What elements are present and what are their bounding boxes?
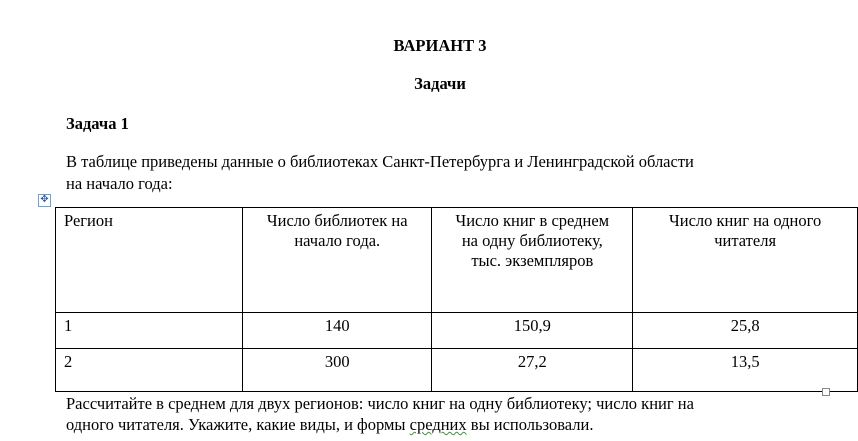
- table-row: 2 300 27,2 13,5: [54, 348, 858, 392]
- table-cell: 140: [242, 312, 433, 349]
- table-cell: 150,9: [431, 312, 634, 349]
- header-cell: Регион: [54, 207, 244, 313]
- spellcheck-word: средних: [409, 415, 467, 434]
- table-cell: 25,8: [632, 312, 858, 349]
- table-resize-handle[interactable]: [822, 388, 830, 396]
- question-text-part: вы использовали.: [466, 415, 594, 434]
- header-cell: Число библиотек на начало года.: [242, 207, 433, 313]
- table-cell: 300: [242, 348, 433, 392]
- document-heading: ВАРИАНТ 3: [393, 36, 487, 55]
- table-cell: 1: [54, 312, 244, 349]
- table-row: 1 140 150,9 25,8: [54, 312, 858, 349]
- table-cell: 27,2: [431, 348, 634, 392]
- libraries-table: Регион Число библиотек на начало года. Ч…: [54, 207, 858, 392]
- question-text-line2: одного читателя. Укажите, какие виды, и …: [66, 415, 593, 435]
- header-cell: Число книг на одного читателя: [632, 207, 858, 313]
- table-move-handle-icon[interactable]: ✥: [38, 194, 51, 207]
- table-cell: 2: [54, 348, 244, 392]
- task-title: Задача 1: [66, 114, 129, 133]
- table-cell: 13,5: [632, 348, 858, 392]
- header-cell: Число книг в среднем на одну библиотеку,…: [431, 207, 634, 313]
- question-text-line1: Рассчитайте в среднем для двух регионов:…: [66, 394, 694, 413]
- intro-text-line2: на начало года:: [66, 174, 173, 193]
- intro-text-line1: В таблице приведены данные о библиотеках…: [66, 152, 694, 171]
- table-header-row: Регион Число библиотек на начало года. Ч…: [54, 207, 858, 313]
- question-text-part: одного читателя. Укажите, какие виды, и …: [66, 415, 410, 434]
- section-heading: Задачи: [414, 74, 466, 93]
